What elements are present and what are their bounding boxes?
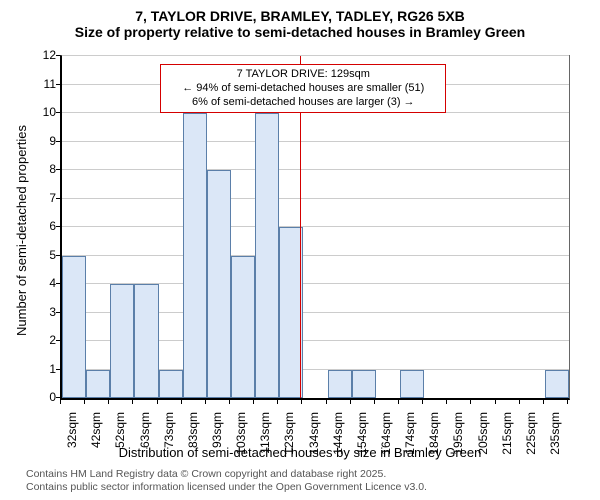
x-tick-mark: [157, 400, 158, 404]
annotation-line1: 7 TAYLOR DRIVE: 129sqm: [167, 68, 439, 82]
histogram-bar: [400, 370, 424, 399]
y-tick-label: 7: [32, 191, 56, 205]
histogram-bar: [86, 370, 110, 399]
y-tick-label: 3: [32, 305, 56, 319]
chart-container: 7, TAYLOR DRIVE, BRAMLEY, TADLEY, RG26 5…: [0, 0, 600, 500]
x-tick-label: 52sqm: [113, 412, 127, 462]
y-tick-mark: [56, 198, 60, 199]
y-tick-mark: [56, 255, 60, 256]
x-tick-label: 63sqm: [138, 412, 152, 462]
y-tick-mark: [56, 283, 60, 284]
histogram-bar: [255, 113, 279, 398]
y-tick-label: 12: [32, 48, 56, 62]
x-tick-mark: [519, 400, 520, 404]
y-tick-label: 8: [32, 162, 56, 176]
histogram-bar: [110, 284, 134, 398]
x-tick-label: 83sqm: [186, 412, 200, 462]
x-tick-label: 103sqm: [234, 412, 248, 462]
x-tick-label: 225sqm: [524, 412, 538, 462]
x-tick-label: 184sqm: [427, 412, 441, 462]
chart-title-line1: 7, TAYLOR DRIVE, BRAMLEY, TADLEY, RG26 5…: [0, 8, 600, 24]
x-tick-mark: [84, 400, 85, 404]
x-tick-mark: [422, 400, 423, 404]
y-tick-label: 1: [32, 362, 56, 376]
annotation-line2: ← 94% of semi-detached houses are smalle…: [167, 82, 439, 96]
x-tick-label: 93sqm: [210, 412, 224, 462]
footer-line1: Contains HM Land Registry data © Crown c…: [26, 468, 427, 481]
x-tick-mark: [277, 400, 278, 404]
x-tick-mark: [495, 400, 496, 404]
histogram-bar: [231, 256, 255, 399]
x-tick-mark: [543, 400, 544, 404]
y-tick-mark: [56, 169, 60, 170]
y-tick-mark: [56, 84, 60, 85]
x-tick-label: 205sqm: [476, 412, 490, 462]
x-tick-mark: [108, 400, 109, 404]
x-tick-mark: [181, 400, 182, 404]
x-tick-label: 42sqm: [89, 412, 103, 462]
x-tick-label: 164sqm: [379, 412, 393, 462]
y-tick-label: 5: [32, 248, 56, 262]
x-tick-label: 32sqm: [65, 412, 79, 462]
x-tick-label: 195sqm: [451, 412, 465, 462]
y-tick-mark: [56, 312, 60, 313]
x-tick-label: 134sqm: [307, 412, 321, 462]
y-tick-mark: [56, 369, 60, 370]
x-tick-mark: [205, 400, 206, 404]
y-tick-mark: [56, 112, 60, 113]
x-tick-mark: [229, 400, 230, 404]
y-tick-label: 0: [32, 390, 56, 404]
x-tick-label: 215sqm: [500, 412, 514, 462]
histogram-bar: [62, 256, 86, 399]
chart-title-block: 7, TAYLOR DRIVE, BRAMLEY, TADLEY, RG26 5…: [0, 0, 600, 40]
histogram-bar: [545, 370, 569, 399]
x-tick-mark: [326, 400, 327, 404]
x-tick-mark: [446, 400, 447, 404]
y-tick-label: 11: [32, 77, 56, 91]
histogram-bar: [352, 370, 376, 399]
y-tick-mark: [56, 141, 60, 142]
x-tick-label: 123sqm: [282, 412, 296, 462]
y-tick-label: 4: [32, 276, 56, 290]
x-tick-mark: [567, 400, 568, 404]
x-tick-mark: [398, 400, 399, 404]
x-tick-mark: [132, 400, 133, 404]
annotation-box: 7 TAYLOR DRIVE: 129sqm ← 94% of semi-det…: [160, 64, 446, 113]
x-tick-mark: [301, 400, 302, 404]
y-axis-label: Number of semi-detached properties: [14, 125, 29, 336]
x-tick-label: 73sqm: [162, 412, 176, 462]
x-tick-label: 154sqm: [355, 412, 369, 462]
x-tick-label: 174sqm: [403, 412, 417, 462]
y-tick-label: 6: [32, 219, 56, 233]
y-tick-label: 10: [32, 105, 56, 119]
y-tick-mark: [56, 340, 60, 341]
x-tick-mark: [374, 400, 375, 404]
histogram-bar: [183, 113, 207, 398]
histogram-bar: [207, 170, 231, 398]
y-tick-label: 2: [32, 333, 56, 347]
x-tick-mark: [253, 400, 254, 404]
x-tick-mark: [60, 400, 61, 404]
y-tick-mark: [56, 226, 60, 227]
x-tick-label: 144sqm: [331, 412, 345, 462]
plot-area: 7 TAYLOR DRIVE: 129sqm ← 94% of semi-det…: [60, 55, 570, 400]
y-tick-mark: [56, 397, 60, 398]
histogram-bar: [134, 284, 158, 398]
histogram-bar: [328, 370, 352, 399]
histogram-bar: [159, 370, 183, 399]
footer-line2: Contains public sector information licen…: [26, 481, 427, 494]
x-tick-label: 235sqm: [548, 412, 562, 462]
chart-title-line2: Size of property relative to semi-detach…: [0, 24, 600, 40]
y-tick-label: 9: [32, 134, 56, 148]
footer-attribution: Contains HM Land Registry data © Crown c…: [26, 468, 427, 494]
y-tick-mark: [56, 55, 60, 56]
x-tick-label: 113sqm: [258, 412, 272, 462]
x-tick-mark: [350, 400, 351, 404]
annotation-line3: 6% of semi-detached houses are larger (3…: [167, 96, 439, 110]
x-tick-mark: [470, 400, 471, 404]
